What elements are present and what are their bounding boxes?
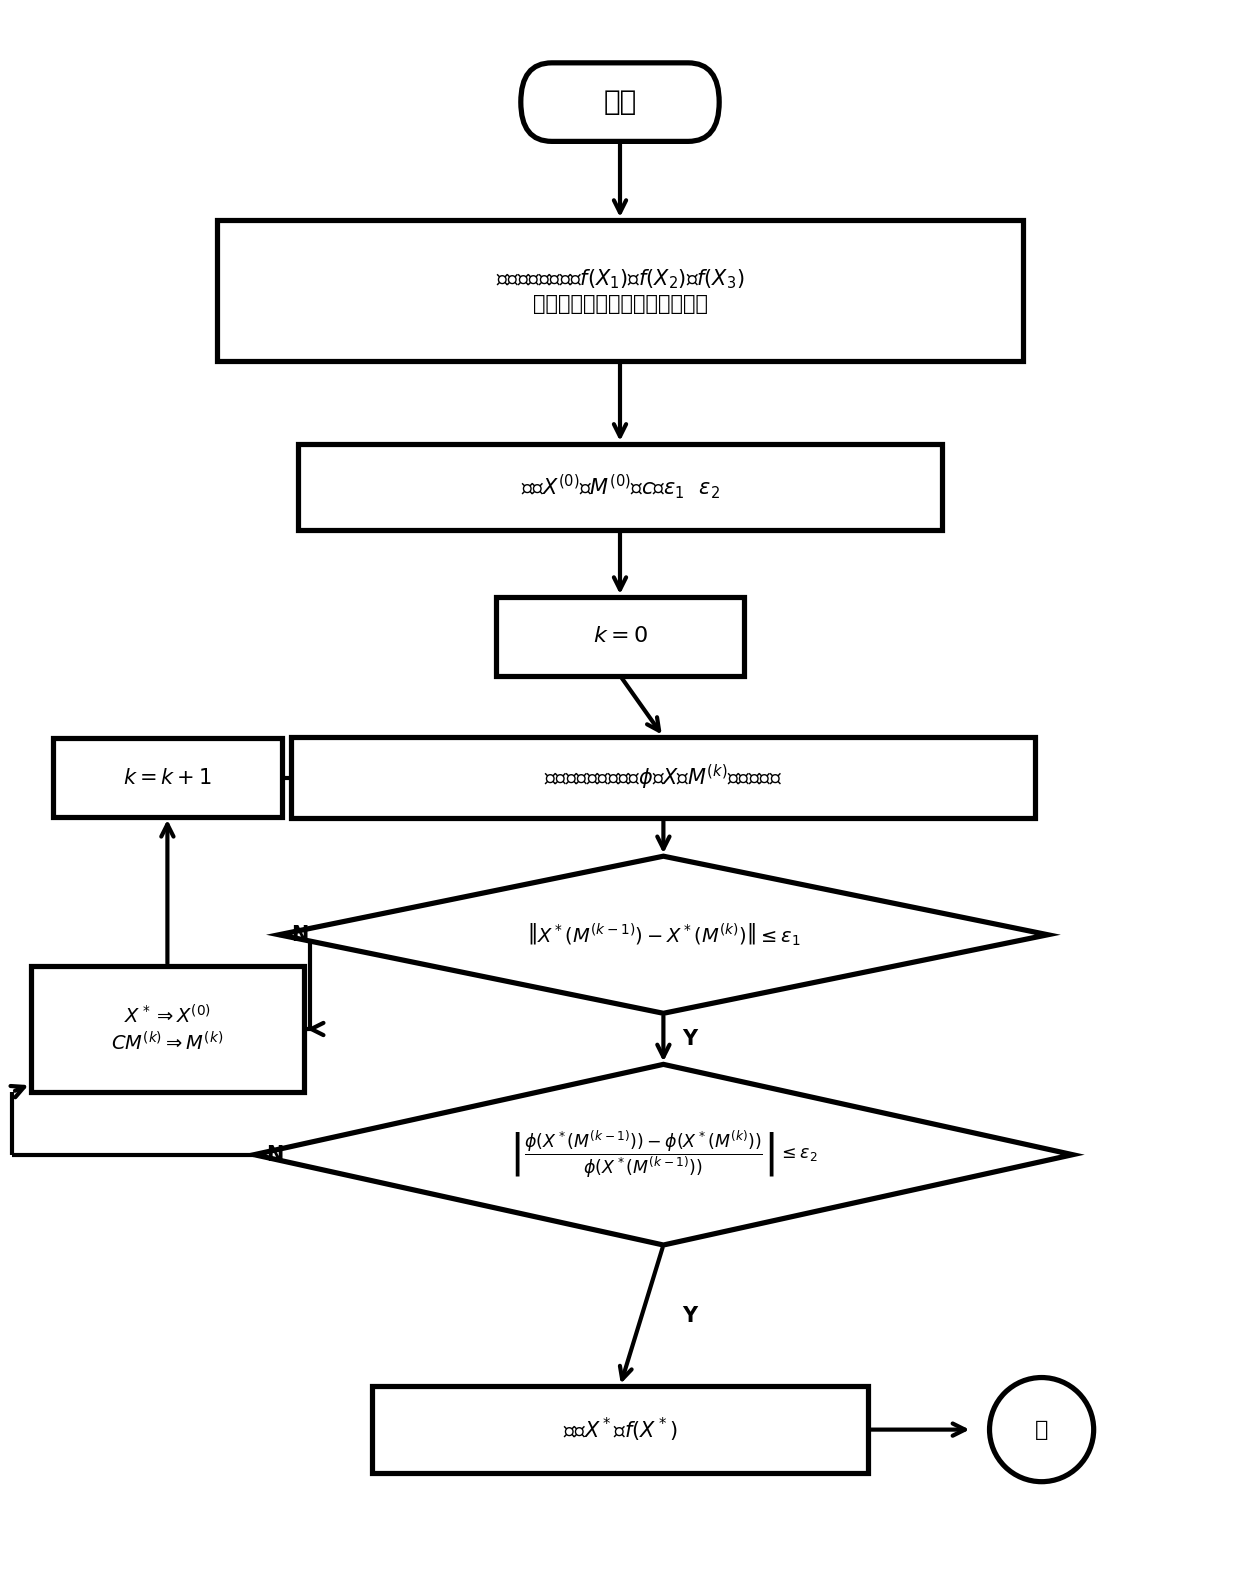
Text: $k=k+1$: $k=k+1$ — [123, 768, 212, 787]
Bar — [496, 597, 744, 676]
Text: $\left|\dfrac{\phi(X^*(M^{(k-1)}))-\phi(X^*(M^{(k)}))}{\phi(X^*(M^{(k-1)}))}\rig: $\left|\dfrac{\phi(X^*(M^{(k-1)}))-\phi(… — [510, 1130, 817, 1180]
Bar — [31, 966, 304, 1092]
Text: 用无约束优化方法求$\phi$（$X$，$M^{(k)}$）的最优点: 用无约束优化方法求$\phi$（$X$，$M^{(k)}$）的最优点 — [544, 764, 782, 792]
Bar — [291, 737, 1035, 818]
Text: N: N — [291, 925, 309, 944]
Text: $X^*\Rightarrow X^{(0)}$
$CM^{(k)}\Rightarrow M^{(k)}$: $X^*\Rightarrow X^{(0)}$ $CM^{(k)}\Right… — [112, 1004, 223, 1054]
Text: 将三个分目标函数$f(X_1)$、$f(X_2)$、$f(X_3)$
确定的新约束范围代入本程序中: 将三个分目标函数$f(X_1)$、$f(X_2)$、$f(X_3)$ 确定的新约… — [496, 267, 744, 314]
Polygon shape — [279, 856, 1048, 1013]
FancyBboxPatch shape — [521, 63, 719, 141]
Text: $k=0$: $k=0$ — [593, 627, 647, 646]
Bar — [217, 220, 1023, 361]
Ellipse shape — [990, 1378, 1094, 1481]
Bar — [298, 445, 942, 531]
Text: 给定$X^{(0)}$，$M^{(0)}$，$c$，$\varepsilon_1$  $\varepsilon_2$: 给定$X^{(0)}$，$M^{(0)}$，$c$，$\varepsilon_1… — [521, 473, 719, 501]
Bar — [53, 738, 283, 817]
Text: 开始: 开始 — [604, 88, 636, 116]
Bar — [372, 1387, 868, 1474]
Text: N: N — [267, 1145, 284, 1164]
Text: Y: Y — [682, 1029, 697, 1049]
Text: Y: Y — [682, 1306, 697, 1326]
Polygon shape — [254, 1065, 1073, 1244]
Text: $\left\|X^*(M^{(k-1)})-X^*(M^{(k)})\right\|\leq\varepsilon_1$: $\left\|X^*(M^{(k-1)})-X^*(M^{(k)})\righ… — [527, 922, 800, 947]
Text: 输出$X^*$，$f(X^*)$: 输出$X^*$，$f(X^*)$ — [563, 1415, 677, 1444]
Text: 停: 停 — [1035, 1420, 1048, 1439]
